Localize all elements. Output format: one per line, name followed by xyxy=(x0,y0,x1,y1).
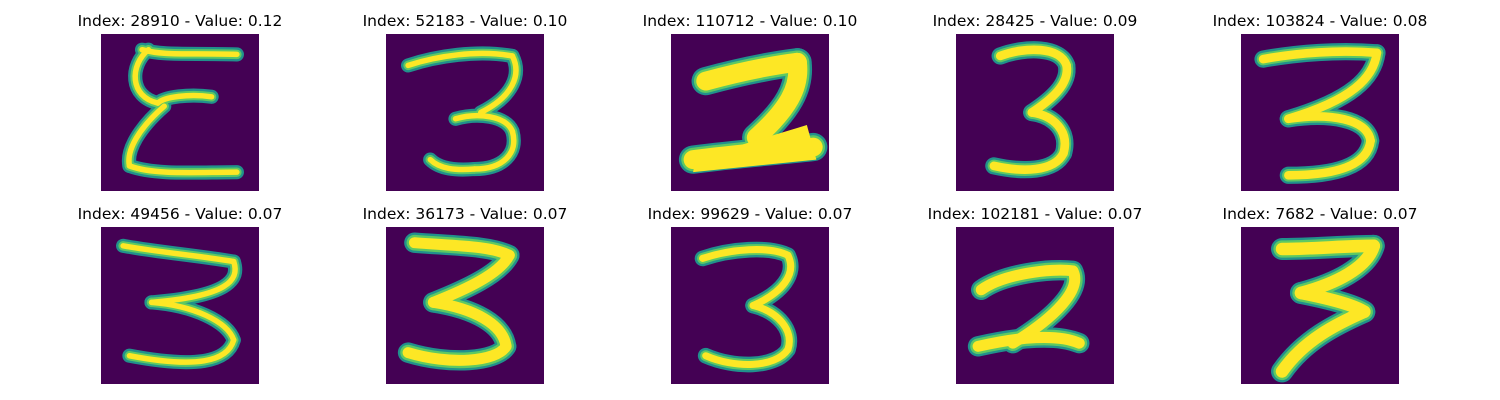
panel-5: Index: 103824 - Value: 0.08 xyxy=(1200,10,1440,200)
panel-title: Index: 36173 - Value: 0.07 xyxy=(362,205,568,223)
panel-9: Index: 102181 - Value: 0.07 xyxy=(915,203,1155,393)
panel-4: Index: 28425 - Value: 0.09 xyxy=(915,10,1155,200)
panel-title: Index: 7682 - Value: 0.07 xyxy=(1222,205,1418,223)
digit-image xyxy=(1241,227,1399,384)
digit-image xyxy=(386,227,544,384)
panel-title: Index: 103824 - Value: 0.08 xyxy=(1212,12,1428,30)
panel-title: Index: 102181 - Value: 0.07 xyxy=(927,205,1143,223)
panel-3: Index: 110712 - Value: 0.10 xyxy=(630,10,870,200)
panel-10: Index: 7682 - Value: 0.07 xyxy=(1200,203,1440,393)
digit-image xyxy=(671,227,829,384)
panel-title: Index: 28910 - Value: 0.12 xyxy=(77,12,283,30)
digit-image xyxy=(101,227,259,384)
panel-title: Index: 99629 - Value: 0.07 xyxy=(647,205,853,223)
panel-title: Index: 110712 - Value: 0.10 xyxy=(642,12,858,30)
digit-image xyxy=(1241,34,1399,191)
panel-title: Index: 28425 - Value: 0.09 xyxy=(932,12,1138,30)
digit-image xyxy=(956,227,1114,384)
digit-image xyxy=(101,34,259,191)
digit-image xyxy=(956,34,1114,191)
panel-2: Index: 52183 - Value: 0.10 xyxy=(345,10,585,200)
panel-7: Index: 36173 - Value: 0.07 xyxy=(345,203,585,393)
digit-image xyxy=(671,34,829,191)
panel-title: Index: 49456 - Value: 0.07 xyxy=(77,205,283,223)
panel-1: Index: 28910 - Value: 0.12 xyxy=(60,10,300,200)
panel-title: Index: 52183 - Value: 0.10 xyxy=(362,12,568,30)
panel-8: Index: 99629 - Value: 0.07 xyxy=(630,203,870,393)
panel-6: Index: 49456 - Value: 0.07 xyxy=(60,203,300,393)
digit-image xyxy=(386,34,544,191)
